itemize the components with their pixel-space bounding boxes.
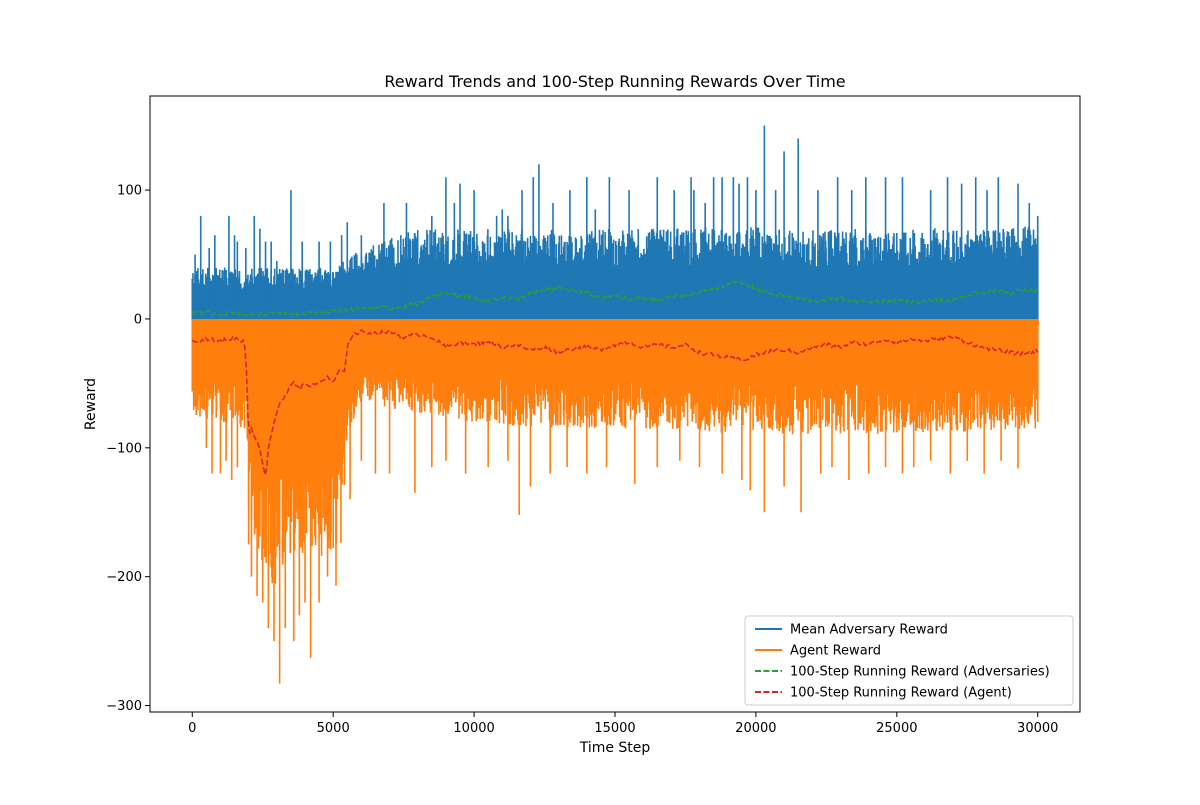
x-tick-label: 0 (188, 721, 196, 736)
chart-title: Reward Trends and 100-Step Running Rewar… (384, 72, 845, 91)
legend-item: 100-Step Running Reward (Agent) (755, 686, 1012, 701)
running-line (191, 279, 1039, 318)
chart-legend: Mean Adversary Reward Agent Reward 100-Ste… (744, 615, 1074, 706)
legend-label: 100-Step Running Reward (Adversaries) (790, 665, 1050, 680)
series-4 (191, 328, 1039, 476)
legend-item: 100-Step Running Reward (Adversaries) (755, 665, 1050, 680)
x-tick-label: 20000 (735, 721, 776, 736)
x-tick-label: 15000 (594, 721, 635, 736)
series-3 (191, 279, 1039, 318)
legend-label: Mean Adversary Reward (790, 623, 948, 638)
series-band (191, 318, 1039, 584)
legend-box (744, 615, 1074, 706)
legend-label: Agent Reward (790, 644, 881, 659)
plot-area (191, 125, 1039, 684)
y-axis-label: Reward (83, 378, 99, 430)
y-tick-label: −100 (106, 441, 142, 456)
x-tick-label: 30000 (1017, 721, 1058, 736)
running-line (191, 328, 1039, 476)
y-tick-label: 0 (134, 312, 142, 327)
legend-label: 100-Step Running Reward (Agent) (790, 686, 1012, 701)
axis-ticks: 0 5000 10000 15000 20000 25000 30000 100 0 −100 −2… (106, 184, 1058, 736)
series-band (191, 226, 1039, 319)
legend-item: Mean Adversary Reward (755, 623, 948, 638)
y-tick-label: −300 (106, 699, 142, 714)
series-2 (191, 318, 1039, 684)
x-tick-label: 5000 (317, 721, 350, 736)
series-1 (191, 125, 1039, 319)
x-axis-label: Time Step (579, 740, 651, 756)
y-tick-label: 100 (117, 184, 142, 199)
legend-item: Agent Reward (755, 644, 881, 659)
x-tick-label: 10000 (453, 721, 494, 736)
x-tick-label: 25000 (876, 721, 917, 736)
y-tick-label: −200 (106, 570, 142, 585)
